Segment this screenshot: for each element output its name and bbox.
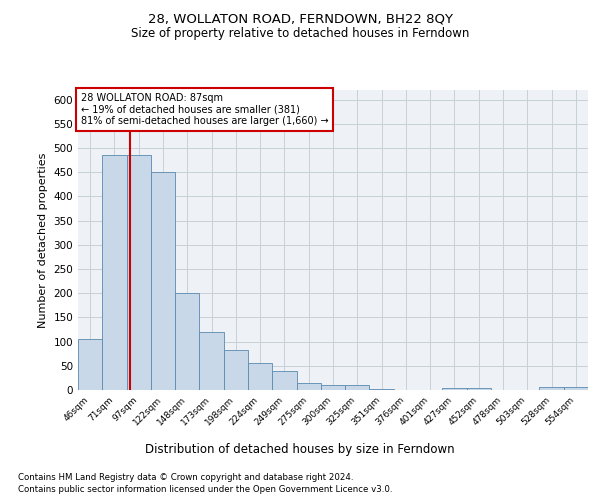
Bar bbox=[564, 387, 588, 390]
Bar bbox=[345, 385, 370, 390]
Bar bbox=[78, 339, 102, 390]
Bar bbox=[151, 172, 175, 390]
Bar bbox=[539, 387, 564, 390]
Bar bbox=[370, 388, 394, 390]
Text: 28 WOLLATON ROAD: 87sqm
← 19% of detached houses are smaller (381)
81% of semi-d: 28 WOLLATON ROAD: 87sqm ← 19% of detache… bbox=[80, 93, 328, 126]
Bar bbox=[296, 382, 321, 390]
Bar bbox=[272, 370, 296, 390]
Text: 28, WOLLATON ROAD, FERNDOWN, BH22 8QY: 28, WOLLATON ROAD, FERNDOWN, BH22 8QY bbox=[148, 12, 452, 26]
Text: Contains public sector information licensed under the Open Government Licence v3: Contains public sector information licen… bbox=[18, 485, 392, 494]
Text: Size of property relative to detached houses in Ferndown: Size of property relative to detached ho… bbox=[131, 28, 469, 40]
Text: Contains HM Land Registry data © Crown copyright and database right 2024.: Contains HM Land Registry data © Crown c… bbox=[18, 472, 353, 482]
Text: Distribution of detached houses by size in Ferndown: Distribution of detached houses by size … bbox=[145, 442, 455, 456]
Bar bbox=[248, 364, 272, 390]
Bar bbox=[127, 156, 151, 390]
Bar bbox=[321, 385, 345, 390]
Bar bbox=[442, 388, 467, 390]
Bar bbox=[224, 350, 248, 390]
Bar bbox=[467, 388, 491, 390]
Bar bbox=[199, 332, 224, 390]
Bar bbox=[175, 293, 199, 390]
Y-axis label: Number of detached properties: Number of detached properties bbox=[38, 152, 48, 328]
Bar bbox=[102, 156, 127, 390]
